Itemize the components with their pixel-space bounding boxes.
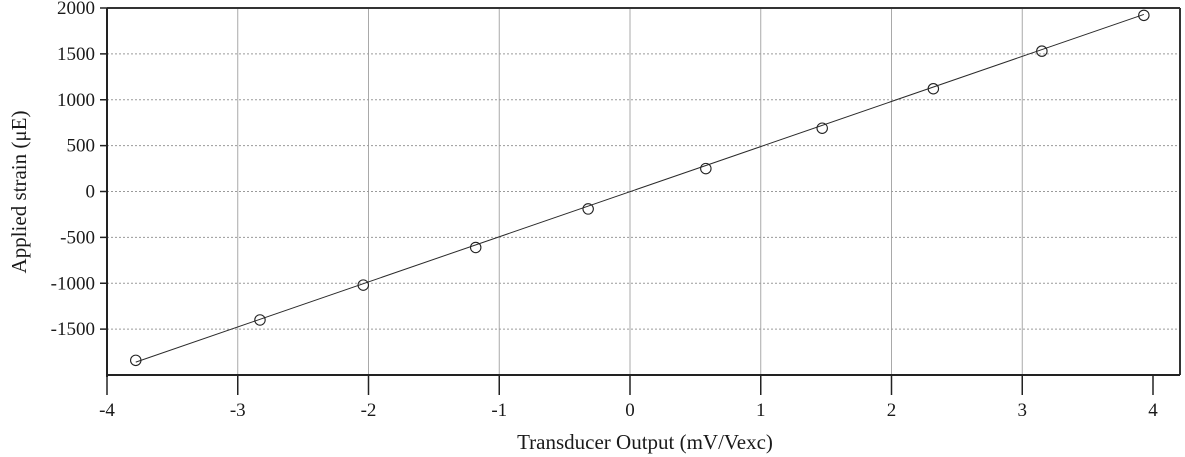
x-axis-ticks: -4 -3 -2 -1 0 1 2 3 4 [99, 375, 1158, 421]
x-tick-label: -1 [491, 400, 507, 421]
data-point [357, 279, 370, 291]
y-tick-label: 0 [86, 182, 96, 203]
x-tick-label: 0 [625, 400, 635, 421]
x-axis-label: Transducer Output (mV/Vexc) [517, 430, 773, 454]
data-point [816, 122, 828, 134]
y-tick-label: 2000 [57, 0, 95, 19]
data-point [1036, 45, 1048, 57]
y-tick-label: 500 [67, 136, 96, 157]
data-point [700, 162, 712, 175]
x-tick-label: 3 [1018, 400, 1028, 421]
plot-frame [106, 7, 1181, 377]
fit-line-layer [135, 13, 1145, 363]
fit-line [135, 13, 1145, 363]
y-tick-label: -1000 [51, 273, 95, 294]
x-tick-label: -2 [361, 400, 377, 421]
y-tick-label: -500 [60, 227, 95, 248]
y-tick-label: 1500 [57, 44, 95, 65]
y-axis-label: Applied strain (μE) [7, 111, 31, 274]
data-point [582, 203, 594, 215]
data-points [130, 9, 1150, 367]
data-point [254, 314, 266, 326]
data-point [130, 354, 142, 367]
y-axis-ticks: -1500 -1000 -500 0 500 1000 1500 2000 [51, 0, 107, 340]
gridlines [107, 8, 1180, 375]
y-tick-label: 1000 [57, 90, 95, 111]
data-point [927, 82, 940, 95]
x-tick-label: -4 [99, 400, 115, 421]
x-tick-label: -3 [230, 400, 246, 421]
data-point [469, 241, 482, 254]
x-tick-label: 1 [756, 400, 766, 421]
y-tick-label: -1500 [51, 319, 95, 340]
x-tick-label: 2 [887, 400, 897, 421]
data-point [1138, 9, 1150, 22]
x-tick-label: 4 [1148, 400, 1158, 421]
